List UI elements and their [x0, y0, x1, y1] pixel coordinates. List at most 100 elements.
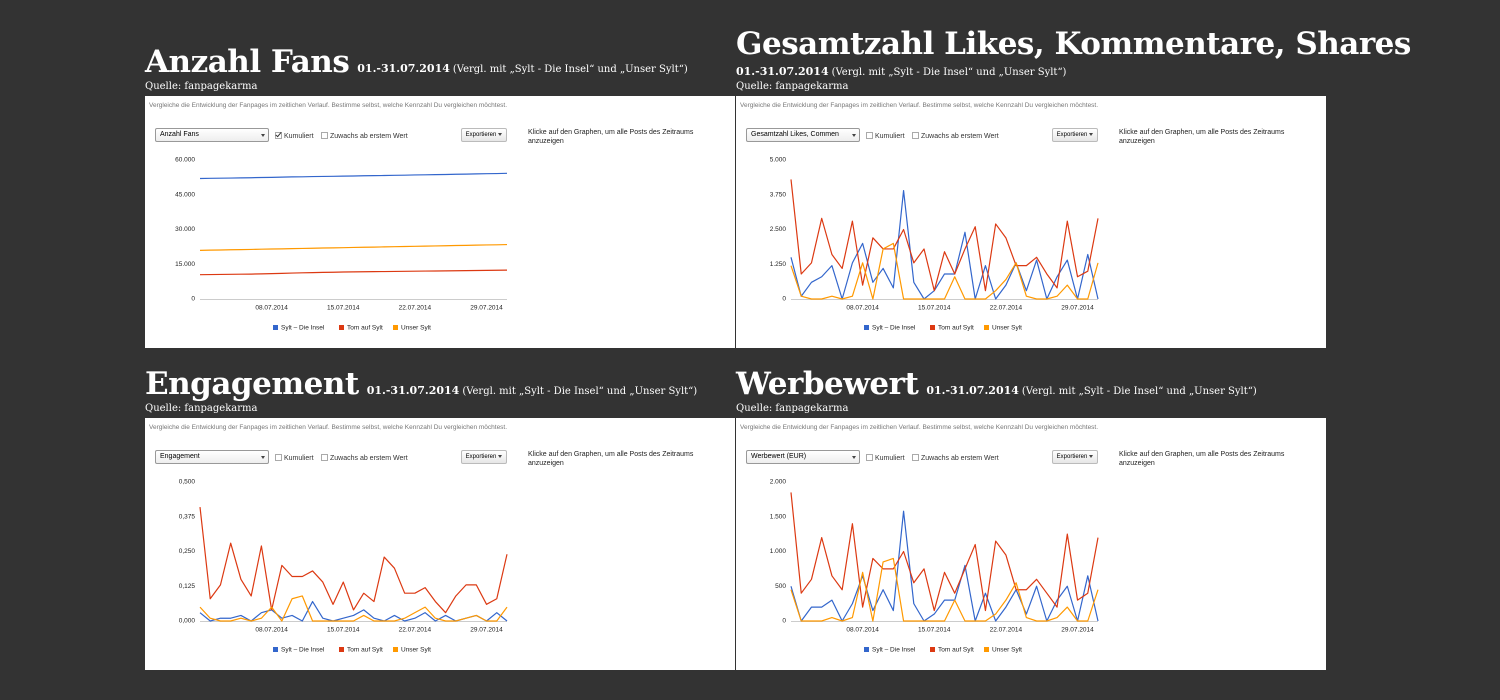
legend-swatch: [273, 647, 278, 652]
heading-title: Engagement: [145, 366, 359, 402]
series-line: [199, 172, 508, 180]
panel-heading: Engagement 01.-31.07.2014 (Vergl. mit „Syl…: [145, 366, 765, 414]
export-button[interactable]: Exportieren: [461, 450, 507, 464]
x-tick-label: 15.07.2014: [327, 305, 360, 312]
hint: Klicke auf den Graphen, um alle Posts de…: [528, 129, 694, 145]
x-tick-label: 15.07.2014: [918, 627, 951, 634]
legend-swatch: [930, 325, 935, 330]
panel-heading: Werbewert 01.-31.07.2014 (Vergl. mit „Sylt…: [736, 366, 1356, 414]
series-line: [199, 243, 508, 251]
x-tick-label: 22.07.2014: [990, 305, 1023, 312]
y-tick-label: 3.750: [770, 191, 787, 198]
checkbox-label: Kumuliert: [875, 133, 905, 140]
chart-panel: 0,000 0,125 0,250 0,375 0,500 08.07.2014 15.07…: [145, 418, 735, 670]
growth-checkbox[interactable]: Zuwachs ab erstem Wert: [912, 132, 999, 140]
legend-label: Tom auf Sylt: [347, 325, 383, 332]
source: Quelle: fanpagekarma: [145, 81, 258, 92]
checkbox: [912, 132, 919, 139]
source: Quelle: fanpagekarma: [145, 403, 258, 414]
x-tick-label: 29.07.2014: [1061, 627, 1094, 634]
y-tick-label: 60.000: [175, 157, 195, 164]
date-range: 01.-31.07.2014: [736, 65, 829, 78]
checkbox-label: Zuwachs ab erstem Wert: [330, 455, 408, 462]
checkbox: [275, 454, 282, 461]
checkbox: [912, 454, 919, 461]
checkbox: [275, 132, 282, 139]
legend-swatch: [339, 325, 344, 330]
checkbox: [866, 132, 873, 139]
chart: 0,000 0,125 0,250 0,375 0,500 08.07.2014 15.07…: [179, 479, 508, 654]
legend-swatch: [930, 647, 935, 652]
x-tick-label: 15.07.2014: [327, 627, 360, 634]
checkbox: [866, 454, 873, 461]
legend-label: Sylt – Die Insel: [872, 325, 916, 332]
legend-swatch: [393, 325, 398, 330]
growth-checkbox[interactable]: Zuwachs ab erstem Wert: [321, 454, 408, 462]
cumulative-checkbox[interactable]: Kumuliert: [866, 132, 905, 140]
checkbox-label: Kumuliert: [284, 455, 314, 462]
description: Vergleiche die Entwicklung der Fanpages …: [149, 424, 508, 431]
x-tick-label: 08.07.2014: [846, 627, 879, 634]
date-range: 01.-31.07.2014: [357, 62, 450, 75]
y-tick-label: 1.000: [770, 548, 787, 555]
y-tick-label: 2.500: [770, 226, 787, 233]
series-line: [199, 600, 508, 622]
y-tick-label: 30.000: [175, 226, 195, 233]
heading-subtitle: 01.-31.07.2014 (Vergl. mit „Sylt - Die In…: [926, 384, 1256, 397]
y-tick-label: 0: [782, 296, 786, 303]
panel-heading: Gesamtzahl Likes, Kommentare, Shares 01.-…: [736, 26, 1411, 92]
checkbox-label: Zuwachs ab erstem Wert: [921, 455, 999, 462]
x-tick-label: 22.07.2014: [399, 627, 432, 634]
y-tick-label: 2.000: [770, 479, 787, 486]
y-tick-label: 1.250: [770, 261, 787, 268]
x-tick-label: 22.07.2014: [990, 627, 1023, 634]
legend-label: Unser Sylt: [401, 325, 431, 332]
series-line: [790, 492, 1099, 612]
export-button[interactable]: Exportieren: [461, 128, 507, 142]
series-line: [199, 595, 508, 622]
y-tick-label: 0,125: [179, 583, 196, 590]
export-button[interactable]: Exportieren: [1052, 450, 1098, 464]
cumulative-checkbox[interactable]: Kumuliert: [275, 132, 314, 140]
comparison-note: (Vergl. mit „Sylt - Die Insel“ und „Unse…: [462, 386, 698, 397]
description: Vergleiche die Entwicklung der Fanpages …: [740, 102, 1099, 109]
series-line: [199, 269, 508, 276]
y-tick-label: 0,500: [179, 479, 196, 486]
heading-title: Werbewert: [736, 366, 919, 402]
y-tick-label: 1.500: [770, 513, 787, 520]
checkbox-label: Zuwachs ab erstem Wert: [921, 133, 999, 140]
legend-label: Sylt – Die Insel: [281, 647, 325, 654]
legend-swatch: [339, 647, 344, 652]
cumulative-checkbox[interactable]: Kumuliert: [866, 454, 905, 462]
metric-dropdown[interactable]: Gesamtzahl Likes, Commen: [746, 128, 860, 142]
metric-dropdown[interactable]: Anzahl Fans: [155, 128, 269, 142]
export-button[interactable]: Exportieren: [1052, 128, 1098, 142]
panel-heading: Anzahl Fans 01.-31.07.2014 (Vergl. mit „Sy…: [145, 44, 765, 92]
metric-dropdown[interactable]: Werbewert (EUR): [746, 450, 860, 464]
metric-dropdown[interactable]: Engagement: [155, 450, 269, 464]
heading-title: Anzahl Fans: [145, 44, 350, 80]
hint: Klicke auf den Graphen, um alle Posts de…: [1119, 129, 1285, 145]
growth-checkbox[interactable]: Zuwachs ab erstem Wert: [321, 132, 408, 140]
x-tick-label: 29.07.2014: [470, 305, 503, 312]
chart-panel: 0 1.250 2.500 3.750 5.000 08.07.2014 15.07.201…: [736, 96, 1326, 348]
growth-checkbox[interactable]: Zuwachs ab erstem Wert: [912, 454, 999, 462]
chart: 0 500 1.000 1.500 2.000 08.07.2014 15.07.2014 2…: [770, 479, 1099, 654]
legend-swatch: [273, 325, 278, 330]
cumulative-checkbox[interactable]: Kumuliert: [275, 454, 314, 462]
y-tick-label: 0: [191, 296, 195, 303]
comparison-note: (Vergl. mit „Sylt - Die Insel“ und „Unse…: [452, 64, 688, 75]
legend-swatch: [864, 647, 869, 652]
x-tick-label: 29.07.2014: [1061, 305, 1094, 312]
chart: 0 1.250 2.500 3.750 5.000 08.07.2014 15.07.201…: [770, 157, 1099, 332]
chart-panel: 0 500 1.000 1.500 2.000 08.07.2014 15.07.2014 2…: [736, 418, 1326, 670]
description: Vergleiche die Entwicklung der Fanpages …: [149, 102, 508, 109]
legend-label: Sylt – Die Insel: [281, 325, 325, 332]
y-tick-label: 0,375: [179, 513, 196, 520]
checkbox-label: Kumuliert: [875, 455, 905, 462]
legend-label: Unser Sylt: [992, 647, 1022, 654]
legend-swatch: [984, 647, 989, 652]
legend-label: Unser Sylt: [401, 647, 431, 654]
legend-swatch: [984, 325, 989, 330]
description: Vergleiche die Entwicklung der Fanpages …: [740, 424, 1099, 431]
